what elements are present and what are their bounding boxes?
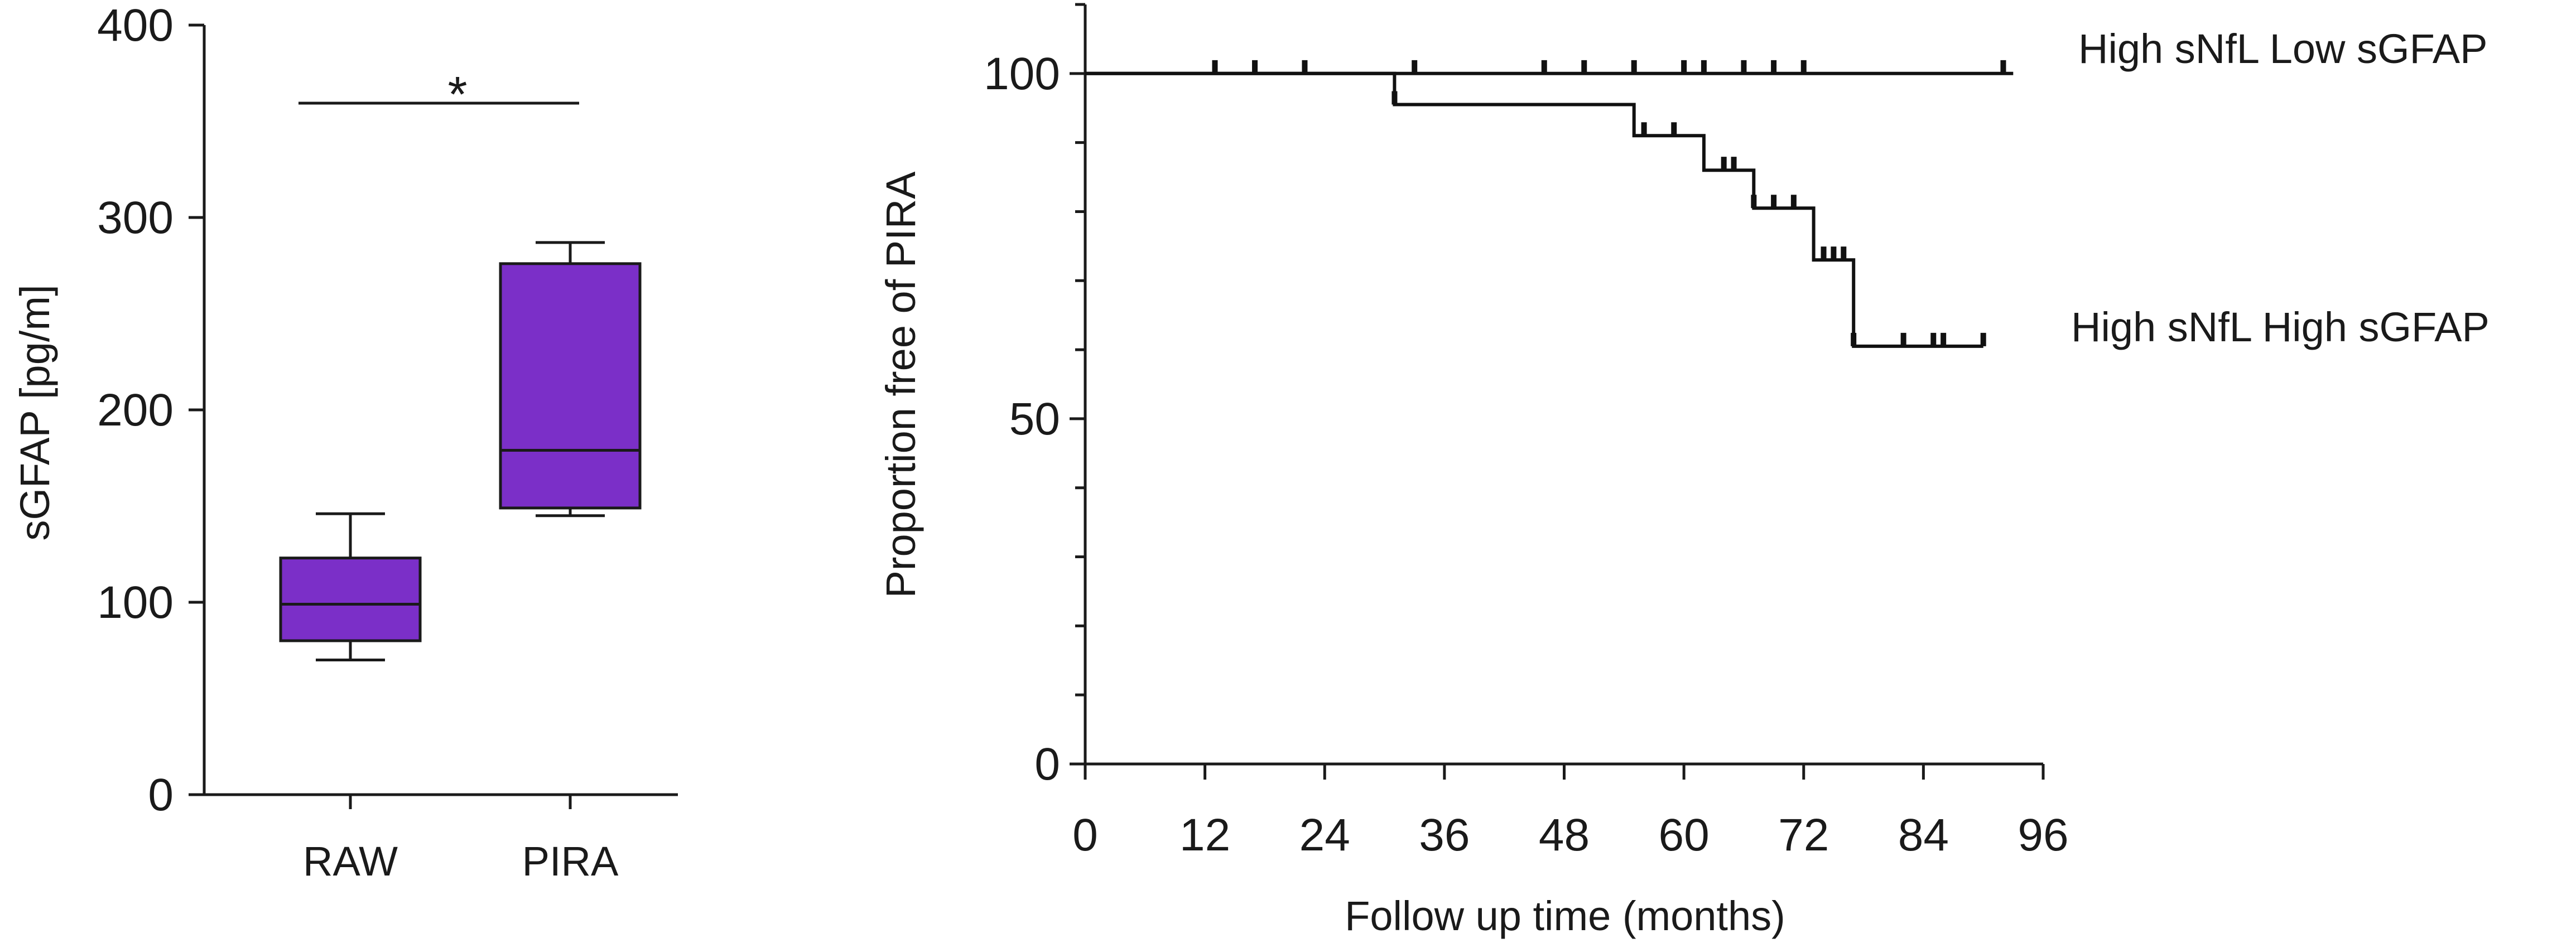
box-series xyxy=(279,241,642,661)
significance-annotation: * xyxy=(298,67,579,123)
km-series-label: High sNfL Low sGFAP xyxy=(2078,26,2487,72)
km-x-tick-label: 12 xyxy=(1179,810,1230,860)
km-y-tick-label: 100 xyxy=(984,49,1060,99)
km-series-labels: High sNfL Low sGFAP High sNfL High sGFAP xyxy=(2071,26,2490,350)
box-x-categories: RAW PIRA xyxy=(303,795,619,884)
km-x-tick-label: 60 xyxy=(1659,810,1710,860)
km-x-tick-label: 24 xyxy=(1299,810,1350,860)
significance-star: * xyxy=(447,67,467,123)
km-y-ticks: 0 50 100 xyxy=(984,3,1085,790)
box-y-tick-label: 300 xyxy=(97,192,174,243)
box-x-category-label: PIRA xyxy=(522,838,619,884)
km-x-tick-label: 36 xyxy=(1419,810,1470,860)
km-x-tick-label: 48 xyxy=(1539,810,1590,860)
km-x-axis-title: Follow up time (months) xyxy=(1345,893,1785,939)
box-y-axis-title: sGFAP [pg/m] xyxy=(12,284,58,540)
km-x-tick-label: 72 xyxy=(1778,810,1829,860)
box-y-ticks: 0 100 200 300 400 xyxy=(97,0,204,820)
km-y-tick-label: 50 xyxy=(1009,394,1060,444)
box-iqr xyxy=(499,262,642,510)
km-x-tick-label: 0 xyxy=(1072,810,1098,860)
box-y-tick-label: 0 xyxy=(148,770,174,820)
km-y-axis-title: Proportion free of PIRA xyxy=(878,171,924,598)
box-x-category-label: RAW xyxy=(303,838,398,884)
km-x-tick-label: 84 xyxy=(1898,810,1949,860)
km-series-label: High sNfL High sGFAP xyxy=(2071,304,2490,350)
km-series xyxy=(1085,60,2014,348)
km-x-ticks: 0 12 24 36 48 60 72 84 96 xyxy=(1072,764,2069,860)
box-iqr xyxy=(279,557,422,642)
box-y-tick-label: 200 xyxy=(97,385,174,436)
km-series-1 xyxy=(1085,60,2014,75)
box-pira xyxy=(499,241,642,517)
km-series-2 xyxy=(1085,71,1986,348)
km-y-tick-label: 0 xyxy=(1034,739,1060,790)
km-plot-panel: 0 50 100 0 12 24 36 48 60 72 84 96 High sNfL Low s… xyxy=(878,3,2490,939)
box-y-tick-label: 400 xyxy=(97,0,174,51)
box-raw xyxy=(279,512,422,661)
box-y-tick-label: 100 xyxy=(97,577,174,628)
box-plot-panel: 0 100 200 300 400 RAW PIRA * sGFAP [pg/m] xyxy=(12,0,678,884)
km-x-tick-label: 96 xyxy=(2018,810,2068,860)
km-survival-curve xyxy=(1085,71,1983,348)
